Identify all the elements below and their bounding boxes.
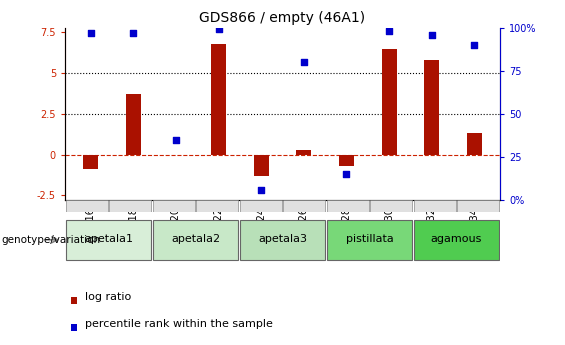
Bar (458, 200, 499, 212)
Bar (197, 200, 238, 212)
Bar (284, 200, 325, 212)
Bar (327, 200, 368, 212)
Bar (371, 200, 412, 212)
Text: pistillata: pistillata (346, 234, 393, 244)
Bar (382, 49, 397, 155)
Bar (414, 220, 499, 260)
Text: percentile rank within the sample: percentile rank within the sample (85, 319, 273, 329)
Text: apetala1: apetala1 (84, 234, 133, 244)
Title: GDS866 / empty (46A1): GDS866 / empty (46A1) (199, 11, 366, 25)
Bar (254, 155, 268, 176)
Point (86, 30, 95, 36)
Bar (467, 134, 482, 155)
Bar (297, 150, 311, 155)
Bar (110, 200, 151, 212)
Point (385, 28, 394, 34)
Point (427, 32, 436, 37)
Point (171, 137, 180, 142)
Bar (126, 94, 141, 155)
Bar (83, 155, 98, 169)
Point (129, 30, 138, 36)
Point (299, 59, 308, 65)
Text: agamous: agamous (431, 234, 482, 244)
Bar (211, 44, 226, 155)
Text: apetala3: apetala3 (258, 234, 307, 244)
Text: genotype/variation: genotype/variation (1, 235, 100, 245)
Bar (153, 220, 238, 260)
Point (257, 187, 266, 193)
Point (214, 27, 223, 32)
Point (470, 42, 479, 48)
Text: log ratio: log ratio (85, 292, 131, 302)
Bar (240, 220, 325, 260)
Bar (153, 200, 194, 212)
Text: apetala2: apetala2 (171, 234, 220, 244)
Bar (327, 220, 412, 260)
Bar (414, 200, 455, 212)
Bar (424, 60, 439, 155)
Point (342, 171, 351, 177)
Bar (240, 200, 281, 212)
Bar (339, 155, 354, 166)
Bar (66, 220, 151, 260)
Bar (66, 200, 107, 212)
